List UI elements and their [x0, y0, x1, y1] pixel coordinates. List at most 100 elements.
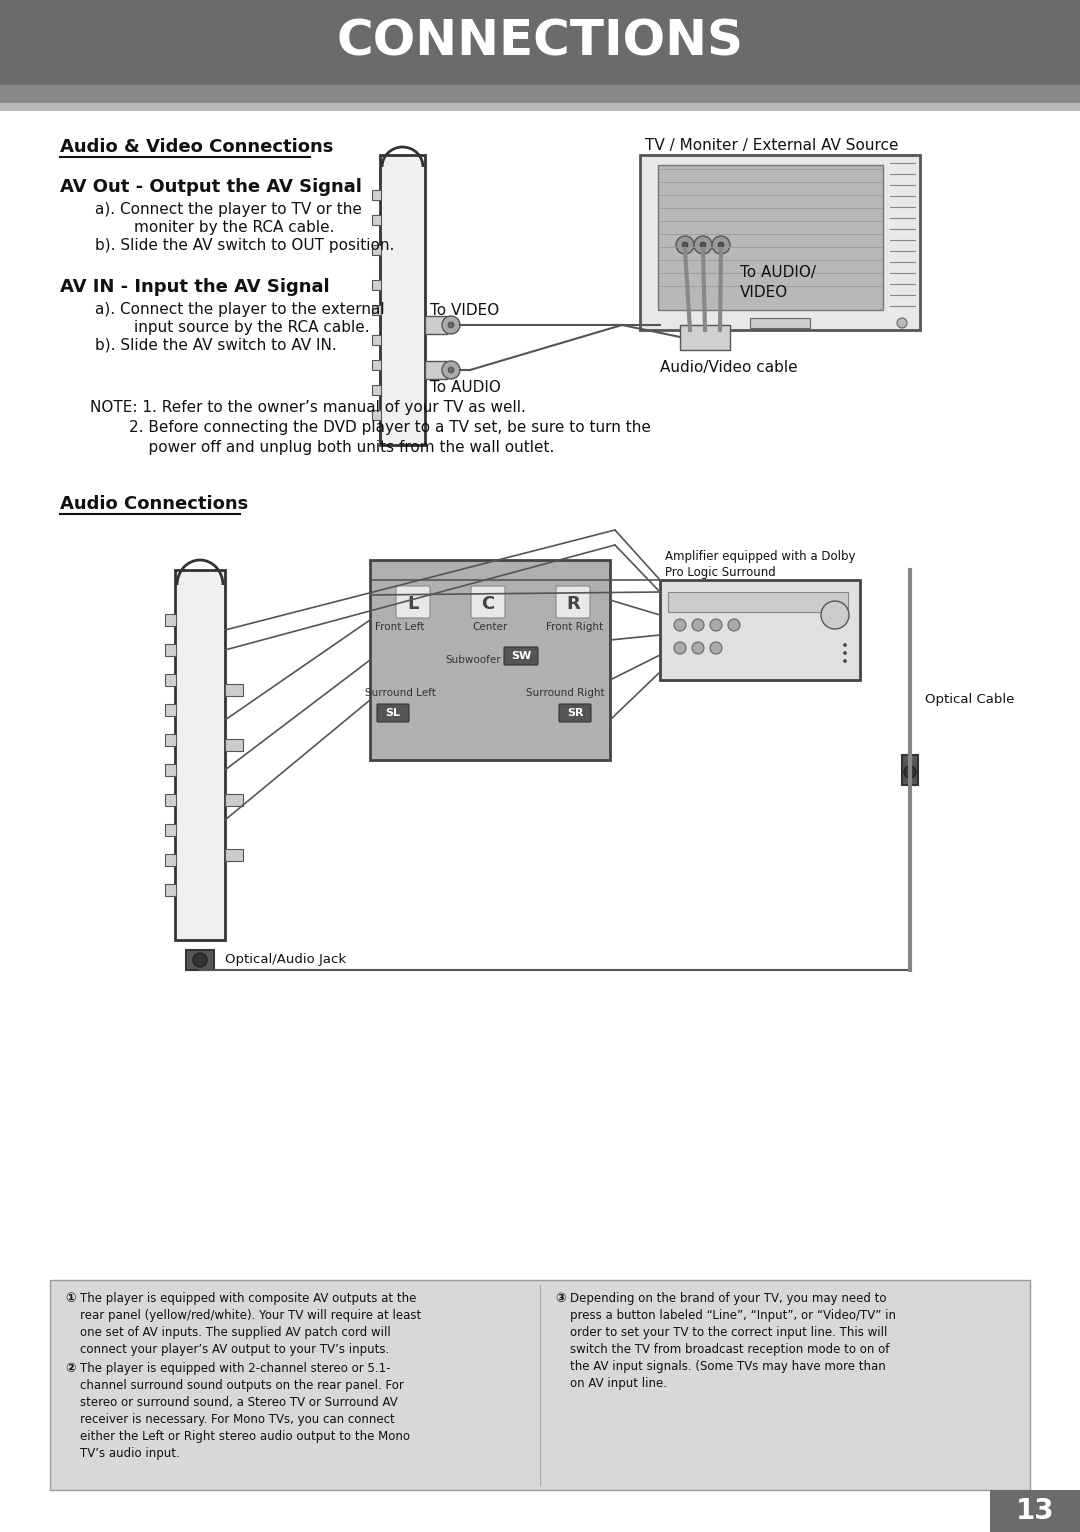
Text: Front Left: Front Left [376, 622, 424, 633]
Text: Surround Right: Surround Right [526, 688, 605, 699]
Text: L: L [407, 594, 419, 613]
Text: CONNECTIONS: CONNECTIONS [337, 18, 743, 66]
Circle shape [821, 601, 849, 630]
Bar [372, 411, 381, 420]
Circle shape [712, 236, 730, 254]
Text: C: C [482, 594, 495, 613]
Bar [640, 155, 920, 329]
Circle shape [843, 651, 847, 656]
Text: Audio/Video cable: Audio/Video cable [660, 360, 798, 375]
Bar [225, 738, 243, 751]
Bar [165, 674, 176, 686]
Text: Subwoofer: Subwoofer [445, 656, 501, 665]
Bar [372, 305, 381, 316]
Circle shape [718, 242, 724, 248]
Bar [165, 824, 176, 836]
Text: b). Slide the AV switch to AV IN.: b). Slide the AV switch to AV IN. [95, 339, 337, 352]
Bar [165, 734, 176, 746]
Bar [50, 1281, 1030, 1491]
FancyBboxPatch shape [396, 587, 430, 617]
Text: SL: SL [386, 708, 401, 719]
Text: To AUDIO: To AUDIO [430, 380, 501, 395]
Circle shape [897, 319, 907, 328]
Bar [225, 683, 243, 696]
Bar [680, 325, 730, 349]
Bar [990, 1491, 1080, 1532]
Circle shape [728, 619, 740, 631]
Text: SW: SW [511, 651, 531, 660]
Bar [669, 591, 848, 611]
Text: a). Connect the player to the external: a). Connect the player to the external [95, 302, 384, 317]
Bar [175, 570, 225, 941]
Circle shape [448, 368, 454, 372]
Bar [165, 643, 176, 656]
Text: AV Out - Output the AV Signal: AV Out - Output the AV Signal [60, 178, 362, 196]
Text: AV IN - Input the AV Signal: AV IN - Input the AV Signal [60, 277, 329, 296]
Bar [380, 155, 426, 444]
Text: Optical Cable: Optical Cable [924, 694, 1014, 706]
Circle shape [692, 642, 704, 654]
Bar [165, 884, 176, 896]
Text: b). Slide the AV switch to OUT position.: b). Slide the AV switch to OUT position. [95, 237, 394, 253]
Circle shape [442, 362, 460, 378]
Bar [165, 794, 176, 806]
Circle shape [710, 619, 723, 631]
FancyBboxPatch shape [559, 705, 591, 722]
Bar [225, 794, 243, 806]
Bar [372, 385, 381, 395]
Text: TV / Moniter / External AV Source: TV / Moniter / External AV Source [645, 138, 899, 153]
Circle shape [448, 322, 454, 328]
Bar [165, 764, 176, 777]
Circle shape [692, 619, 704, 631]
Text: ②: ② [65, 1362, 76, 1376]
Bar [658, 165, 883, 309]
Text: a). Connect the player to TV or the: a). Connect the player to TV or the [95, 202, 362, 218]
Circle shape [442, 316, 460, 334]
Circle shape [674, 642, 686, 654]
Bar [426, 362, 447, 378]
Bar [372, 336, 381, 345]
FancyBboxPatch shape [377, 705, 409, 722]
Bar [902, 755, 918, 784]
Text: The player is equipped with composite AV outputs at the
rear panel (yellow/red/w: The player is equipped with composite AV… [80, 1291, 421, 1356]
Text: To VIDEO: To VIDEO [430, 303, 499, 319]
Circle shape [681, 242, 688, 248]
Circle shape [193, 953, 207, 967]
Bar [660, 581, 860, 680]
Circle shape [700, 242, 706, 248]
Text: 2. Before connecting the DVD player to a TV set, be sure to turn the: 2. Before connecting the DVD player to a… [90, 420, 651, 435]
Text: Surround Left: Surround Left [365, 688, 435, 699]
Text: Front Right: Front Right [546, 622, 604, 633]
FancyBboxPatch shape [471, 587, 505, 617]
Bar [372, 214, 381, 225]
Bar [372, 245, 381, 254]
Bar [372, 190, 381, 201]
Bar [165, 705, 176, 715]
Circle shape [904, 766, 916, 778]
Text: 13: 13 [1015, 1497, 1054, 1524]
Circle shape [674, 619, 686, 631]
Text: power off and unplug both units from the wall outlet.: power off and unplug both units from the… [90, 440, 554, 455]
Bar [372, 360, 381, 371]
Text: Amplifier equipped with a Dolby
Pro Logic Surround: Amplifier equipped with a Dolby Pro Logi… [665, 550, 855, 579]
Bar [165, 614, 176, 627]
Circle shape [843, 643, 847, 647]
Text: Optical/Audio Jack: Optical/Audio Jack [225, 953, 346, 967]
Bar [0, 0, 1080, 84]
Text: Center: Center [472, 622, 508, 633]
Text: Audio Connections: Audio Connections [60, 495, 248, 513]
Text: SR: SR [567, 708, 583, 719]
Text: R: R [566, 594, 580, 613]
Text: Audio & Video Connections: Audio & Video Connections [60, 138, 334, 156]
Circle shape [676, 236, 694, 254]
Bar [426, 316, 447, 334]
Bar [370, 561, 610, 760]
FancyBboxPatch shape [556, 587, 590, 617]
Text: NOTE: 1. Refer to the owner’s manual of your TV as well.: NOTE: 1. Refer to the owner’s manual of … [90, 400, 526, 415]
Bar [186, 950, 214, 970]
Circle shape [694, 236, 712, 254]
Text: input source by the RCA cable.: input source by the RCA cable. [95, 320, 369, 336]
Text: The player is equipped with 2-channel stereo or 5.1-
channel surround sound outp: The player is equipped with 2-channel st… [80, 1362, 410, 1460]
Bar [372, 280, 381, 290]
Text: ③: ③ [555, 1291, 566, 1305]
